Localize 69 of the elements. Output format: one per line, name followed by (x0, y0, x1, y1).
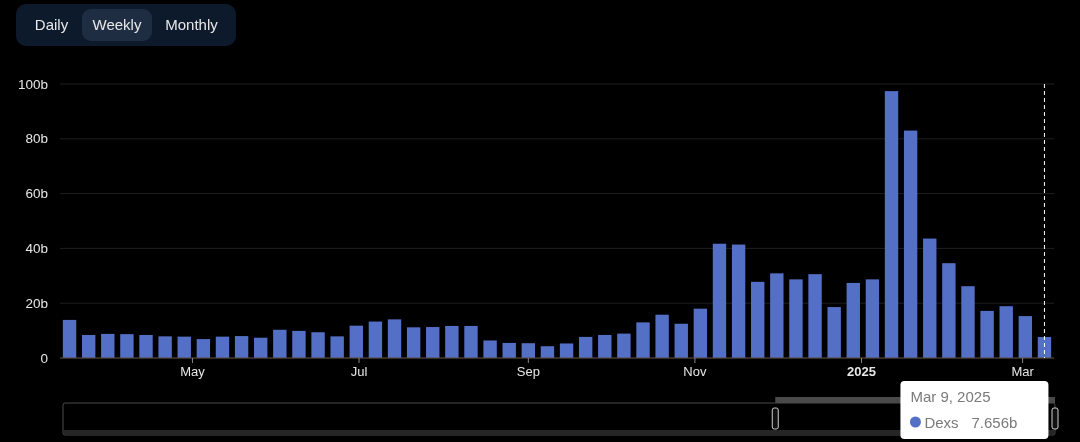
text: 7.656b (971, 413, 1018, 431)
bar (655, 314, 669, 358)
bar (158, 336, 172, 358)
x-tick-label: Sep (516, 364, 540, 379)
bar (139, 334, 153, 358)
bar (483, 340, 497, 358)
bar (330, 336, 344, 358)
bar (464, 325, 478, 358)
text: Weekly (92, 15, 142, 33)
bar (808, 274, 822, 358)
bar (62, 319, 77, 358)
bar (426, 327, 440, 358)
bar (923, 238, 937, 358)
bar (215, 336, 230, 358)
bar (311, 332, 325, 358)
bar (789, 279, 803, 358)
bar (502, 342, 516, 358)
bar (368, 321, 383, 358)
legend-label: Dexs (924, 413, 959, 431)
bar (674, 323, 688, 358)
bar (387, 319, 402, 358)
bar (693, 308, 708, 358)
bar (349, 325, 363, 358)
bar (445, 325, 459, 358)
bar (101, 333, 115, 358)
x-tick-label: Mar (1011, 364, 1035, 379)
bar (903, 130, 918, 358)
bar (254, 337, 268, 358)
bar (578, 336, 593, 358)
bar (999, 306, 1013, 358)
bar (884, 91, 899, 358)
bar (770, 273, 784, 358)
bar (559, 343, 574, 358)
bar (617, 333, 631, 358)
bar (942, 263, 956, 358)
bar (1018, 316, 1033, 358)
bar (196, 339, 211, 358)
x-tick-label: 2025 (847, 364, 876, 379)
y-tick-label: 0 (40, 350, 48, 366)
bar (636, 322, 650, 358)
bar (598, 334, 612, 358)
bar (120, 334, 134, 358)
bar (751, 281, 765, 358)
text: Mar 9, 2025 (910, 388, 991, 405)
x-tick-label: May (180, 364, 206, 379)
bar (980, 310, 994, 358)
y-tick-label: 20b (25, 295, 48, 311)
bar (81, 334, 96, 358)
text: Daily (34, 15, 69, 33)
bar (865, 279, 880, 358)
bar (273, 329, 287, 358)
x-tick-label: Jul (350, 364, 368, 379)
bar (234, 336, 249, 358)
bar (521, 343, 536, 358)
bar (177, 336, 191, 358)
bar (731, 244, 746, 358)
x-tick-label: Nov (683, 364, 707, 379)
bar (961, 286, 975, 358)
bar (406, 327, 421, 358)
bar (292, 330, 306, 358)
bar (846, 282, 860, 358)
bar (827, 307, 841, 358)
text: Monthly (165, 15, 219, 33)
y-tick-label: 100b (17, 76, 48, 92)
y-tick-label: 40b (25, 240, 48, 256)
bar (540, 346, 555, 358)
bar (712, 243, 727, 358)
y-tick-label: 60b (25, 186, 48, 202)
y-tick-label: 80b (25, 131, 48, 147)
